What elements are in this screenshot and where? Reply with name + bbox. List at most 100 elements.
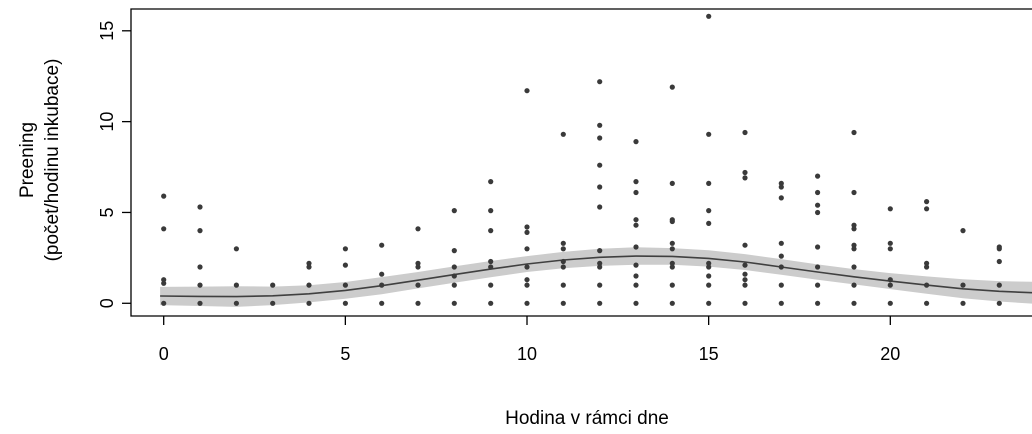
data-point — [851, 264, 857, 270]
data-point — [742, 277, 748, 283]
data-point — [488, 282, 494, 288]
data-point — [706, 13, 712, 19]
data-point — [161, 280, 167, 286]
data-point — [379, 242, 385, 248]
data-point — [197, 228, 203, 234]
data-point — [778, 195, 784, 201]
data-point — [924, 260, 930, 266]
data-point — [706, 300, 712, 306]
data-point — [778, 240, 784, 246]
data-point — [633, 282, 639, 288]
y-tick-label: 10 — [97, 112, 117, 132]
data-point — [851, 282, 857, 288]
data-point — [415, 264, 421, 270]
data-point — [560, 258, 566, 265]
data-point — [524, 282, 530, 288]
data-point — [669, 84, 675, 90]
data-point — [233, 246, 239, 252]
data-point — [270, 300, 276, 306]
x-tick-label: 15 — [699, 344, 719, 364]
data-point — [197, 264, 203, 270]
data-point — [633, 179, 639, 185]
plot-border — [130, 8, 1032, 317]
data-point — [887, 240, 893, 246]
data-point — [778, 282, 784, 288]
data-point — [633, 222, 639, 228]
data-point — [451, 264, 457, 270]
data-point — [488, 228, 494, 234]
data-point — [197, 204, 203, 210]
plot-frame — [130, 8, 1032, 317]
data-point — [633, 262, 639, 268]
data-point — [706, 273, 712, 279]
data-point — [161, 226, 167, 232]
data-point — [597, 162, 603, 168]
data-point — [379, 300, 385, 306]
data-point — [597, 135, 603, 141]
data-point — [960, 228, 966, 234]
data-point — [597, 264, 603, 270]
data-point — [815, 189, 821, 196]
data-point — [451, 208, 457, 214]
data-point — [669, 260, 675, 266]
data-point — [851, 189, 857, 196]
data-point — [161, 300, 167, 306]
data-point — [706, 260, 712, 266]
data-point — [451, 282, 457, 288]
data-point — [924, 300, 930, 306]
data-point — [488, 300, 494, 306]
data-point — [597, 122, 603, 128]
data-point — [851, 129, 857, 136]
data-point — [742, 169, 748, 176]
data-point — [197, 282, 203, 288]
data-point — [560, 282, 566, 288]
data-point — [560, 264, 566, 270]
data-point — [706, 208, 712, 214]
data-point — [633, 300, 639, 306]
data-point — [887, 277, 893, 283]
data-point — [669, 180, 675, 186]
data-point — [706, 220, 712, 226]
data-point — [924, 206, 930, 212]
data-point — [233, 300, 239, 306]
x-tick-label: 0 — [159, 344, 169, 364]
data-point — [669, 282, 675, 288]
data-point — [633, 189, 639, 196]
data-point — [778, 180, 784, 186]
data-point — [415, 260, 421, 266]
data-point — [815, 202, 821, 208]
data-point — [306, 300, 312, 306]
y-axis-title-line2: (počet/hodinu inkubace) — [42, 59, 63, 262]
data-point — [887, 282, 893, 288]
data-point — [742, 262, 748, 268]
data-point — [960, 300, 966, 306]
data-points-layer — [161, 13, 1002, 306]
data-point — [306, 260, 312, 266]
data-point — [633, 217, 639, 223]
y-axis-title-line1: Preening — [17, 122, 38, 198]
data-point — [597, 300, 603, 306]
data-point — [342, 300, 348, 306]
data-point — [851, 226, 857, 232]
data-point — [742, 300, 748, 306]
data-point — [669, 240, 675, 246]
x-tick-label: 5 — [340, 344, 350, 364]
data-point — [451, 248, 457, 254]
data-point — [633, 244, 639, 250]
data-point — [851, 300, 857, 306]
data-point — [524, 300, 530, 306]
data-point — [742, 271, 748, 277]
data-point — [851, 246, 857, 252]
data-point — [342, 262, 348, 268]
data-point — [996, 300, 1002, 306]
data-point — [306, 264, 312, 270]
data-point — [996, 246, 1002, 252]
data-point — [451, 273, 457, 279]
data-point — [778, 184, 784, 190]
data-point — [415, 226, 421, 232]
data-point — [742, 129, 748, 136]
y-tick-label: 15 — [97, 21, 117, 41]
data-point — [778, 253, 784, 259]
data-point — [415, 282, 421, 288]
data-point — [488, 264, 494, 270]
